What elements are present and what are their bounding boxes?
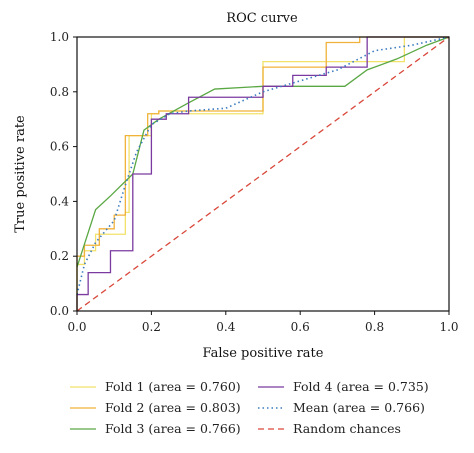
x-axis-title: False positive rate bbox=[203, 346, 324, 361]
legend-label: Fold 1 (area = 0.760) bbox=[105, 379, 241, 394]
plot-area: 0.0 0.2 0.4 0.6 0.8 1.0 0.0 0.2 0.4 0.6 0.8 1.0 bbox=[50, 30, 459, 334]
series-line-4 bbox=[76, 36, 449, 311]
legend-label: Fold 4 (area = 0.735) bbox=[293, 379, 429, 394]
y-tick-label: 0.8 bbox=[50, 85, 69, 99]
x-tick-label: 1.0 bbox=[439, 320, 458, 334]
x-tick-label: 0.8 bbox=[365, 320, 384, 334]
y-tick-label: 0.0 bbox=[50, 304, 69, 318]
series-line-6 bbox=[76, 36, 450, 312]
series-layer bbox=[76, 36, 450, 312]
x-tick-label: 0.0 bbox=[67, 320, 86, 334]
y-tick-label: 1.0 bbox=[50, 30, 69, 44]
legend-label: Fold 2 (area = 0.803) bbox=[105, 400, 241, 415]
series-line-2 bbox=[76, 36, 449, 311]
x-tick-label: 0.2 bbox=[142, 320, 161, 334]
plot-frame bbox=[76, 36, 450, 312]
legend: Fold 1 (area = 0.760) Fold 2 (area = 0.80… bbox=[70, 379, 429, 436]
y-axis-ticks: 0.0 0.2 0.4 0.6 0.8 1.0 bbox=[50, 30, 77, 318]
legend-label: Random chances bbox=[293, 421, 401, 436]
y-axis-title: True positive rate bbox=[13, 115, 28, 233]
y-tick-label: 0.4 bbox=[50, 194, 69, 208]
x-tick-label: 0.6 bbox=[291, 320, 310, 334]
x-axis-ticks: 0.0 0.2 0.4 0.6 0.8 1.0 bbox=[67, 311, 459, 334]
x-tick-label: 0.4 bbox=[216, 320, 235, 334]
legend-label: Fold 3 (area = 0.766) bbox=[105, 421, 241, 436]
y-tick-label: 0.6 bbox=[50, 140, 69, 154]
series-line-3 bbox=[76, 36, 450, 268]
y-tick-label: 0.2 bbox=[50, 249, 69, 263]
legend-label: Mean (area = 0.766) bbox=[293, 400, 425, 415]
chart-title: ROC curve bbox=[226, 11, 298, 26]
